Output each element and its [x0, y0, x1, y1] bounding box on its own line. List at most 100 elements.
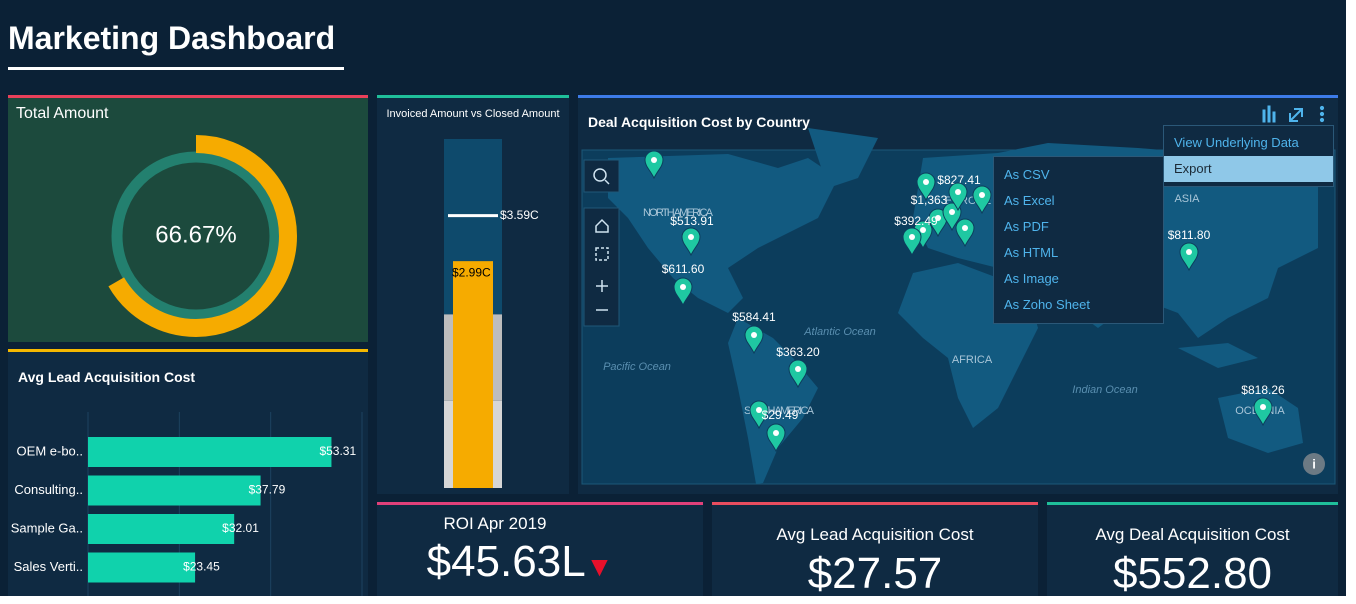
marker-label: $513.91 — [670, 214, 714, 228]
y-tick-label: OEM e-bo.. — [17, 443, 83, 458]
donut-chart: 66.67% — [95, 135, 297, 337]
kpi-value: $552.80 — [1112, 549, 1273, 598]
menu-item[interactable]: As PDF — [1004, 219, 1049, 234]
svg-text:i: i — [1312, 456, 1316, 471]
bar — [88, 552, 196, 583]
map-pin-dot — [920, 227, 926, 233]
kpi-value: $45.63L▼ — [337, 537, 703, 587]
menu-item[interactable]: As Excel — [1004, 193, 1055, 208]
region-label: ASIA — [1174, 193, 1200, 205]
map-pin-dot — [773, 430, 779, 436]
menu-item[interactable]: As Zoho Sheet — [1004, 297, 1090, 312]
info-icon[interactable]: i — [1303, 453, 1325, 475]
context-menu: View Underlying Data Export — [1163, 125, 1334, 187]
map-pin-dot — [751, 332, 757, 338]
total-amount-panel: Total Amount 66.67% — [8, 95, 368, 342]
map-pin-dot — [651, 157, 657, 163]
map-pin — [928, 208, 948, 238]
marker-label: $392.49 — [894, 214, 938, 228]
bar — [88, 437, 332, 467]
map-pin — [916, 172, 936, 202]
panel-title: Avg Lead Acquisition Cost — [18, 369, 196, 385]
kpi-value: $27.57 — [807, 549, 943, 598]
ocean-label: Indian Ocean — [1072, 384, 1137, 396]
map-pin — [744, 325, 764, 355]
value-label: $53.31 — [319, 444, 356, 458]
map-pin — [1253, 397, 1273, 427]
bar-chart: OEM e-bo.. $53.31 Consulting.. $37.79 Sample… — [11, 412, 363, 596]
marker-label: $363.20 — [776, 345, 820, 359]
expand-icon[interactable] — [1289, 108, 1303, 122]
ocean-label: Pacific Ocean — [603, 361, 671, 373]
kpi-panel: ROI Apr 2019 $45.63L▼ — [377, 502, 703, 596]
map-pin — [948, 182, 968, 212]
menu-item[interactable]: As CSV — [1004, 167, 1050, 182]
chart-icon[interactable] — [1262, 109, 1266, 123]
map-panel: Deal Acquisition Cost by Country — [578, 95, 1338, 494]
value-label: $23.45 — [183, 560, 220, 574]
marker-label: $811.80 — [1168, 228, 1211, 242]
map-pin-dot — [1186, 249, 1192, 255]
map-pin — [644, 150, 664, 180]
map-pin — [788, 359, 808, 389]
donut-arc — [95, 135, 297, 337]
map-pin — [673, 277, 693, 307]
bar — [88, 475, 261, 506]
map-tool-icons — [593, 168, 610, 311]
region-label: AFRICA — [952, 354, 993, 366]
menu-item[interactable]: As HTML — [1004, 245, 1059, 260]
map-pin — [942, 202, 962, 232]
map-pin-dot — [923, 179, 929, 185]
kpi-value-text: $45.63L — [426, 537, 586, 586]
map-pin — [902, 227, 922, 257]
bullet-chart: $2.99C $3.59C — [444, 139, 539, 488]
map-pin — [955, 218, 975, 248]
map-pin-dot — [680, 284, 686, 290]
map-toolbar — [583, 159, 620, 327]
map-pin — [749, 400, 769, 430]
marker-label: $584.41 — [732, 310, 776, 324]
lead-cost-panel: Avg Lead Acquisition Cost OEM e-bo.. $53.… — [8, 349, 368, 596]
map-pin-dot — [1260, 404, 1266, 410]
more-icon[interactable] — [1319, 117, 1325, 123]
marker-label: $827.41 — [937, 173, 981, 187]
donut-track — [111, 151, 281, 321]
kpi-title: Avg Lead Acquisition Cost — [776, 525, 974, 544]
map-pin — [972, 185, 992, 215]
map-pin — [681, 227, 701, 257]
kpi-title: Avg Deal Acquisition Cost — [1095, 525, 1290, 544]
menu-item[interactable]: Export — [1164, 156, 1333, 182]
marker-label: $1,363 — [911, 193, 948, 207]
menu-item[interactable]: View Underlying Data — [1174, 135, 1299, 150]
y-tick-label: Consulting.. — [14, 482, 83, 497]
bullet-label: $2.99C — [452, 265, 491, 279]
map-pin-dot — [979, 192, 985, 198]
map-pin-dot — [962, 225, 968, 231]
y-tick-label: Sales Verti.. — [14, 559, 83, 574]
map-pin — [766, 423, 786, 453]
donut-label: 66.67% — [155, 221, 236, 248]
ocean-label: Atlantic Ocean — [803, 326, 876, 338]
menu-item[interactable]: As Image — [1004, 271, 1059, 286]
invoiced-panel: Invoiced Amount vs Closed Amount $2.99C $… — [377, 95, 569, 494]
export-submenu: As CSV As Excel As PDF As HTML As Image As Zo… — [993, 156, 1164, 324]
y-tick-label: Sample Ga.. — [11, 520, 83, 535]
panel-title: Deal Acquisition Cost by Country — [588, 114, 810, 130]
panel-actions — [1262, 105, 1325, 123]
marker-label: $818.26 — [1241, 383, 1285, 397]
panel-title: Total Amount — [16, 105, 109, 122]
map-pin-dot — [795, 366, 801, 372]
bar — [88, 514, 235, 544]
map-pin-dot — [955, 189, 961, 195]
kpi-panel: Avg Lead Acquisition Cost $27.57 — [712, 502, 1038, 598]
marker-label: $611.60 — [662, 262, 705, 276]
map-pin-dot — [756, 407, 762, 413]
map-pin-dot — [935, 215, 941, 221]
title-underline — [8, 67, 344, 70]
value-label: $32.01 — [222, 521, 259, 535]
value-label: $37.79 — [249, 483, 286, 497]
trend-icon: ▼ — [585, 551, 614, 582]
panel-title: Invoiced Amount vs Closed Amount — [386, 108, 560, 120]
marker-label: $29.49 — [762, 408, 799, 422]
